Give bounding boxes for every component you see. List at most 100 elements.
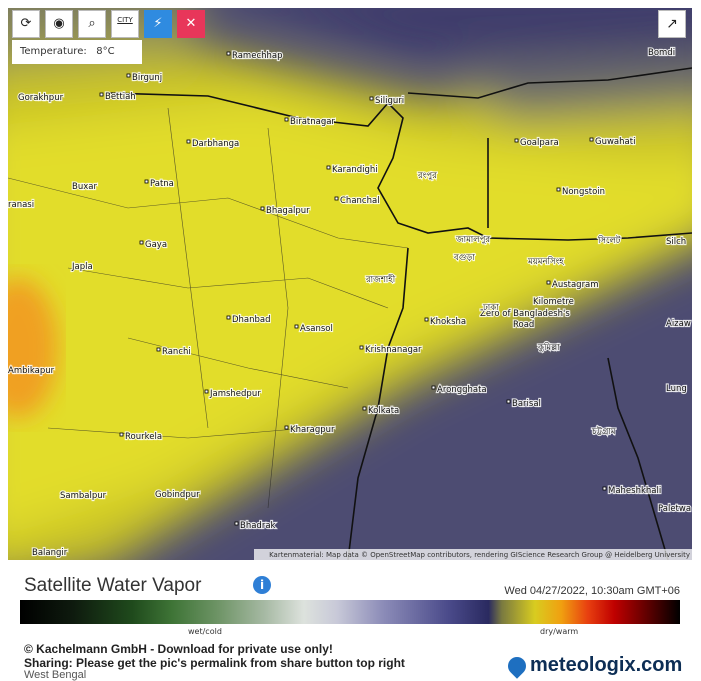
- location-button[interactable]: ◉: [45, 10, 73, 38]
- place-label: Bhagalpur: [266, 206, 310, 216]
- place-label: Maheshkhali: [608, 486, 661, 496]
- place-label: Buxar: [72, 182, 97, 192]
- place-marker: [226, 315, 231, 320]
- place-label: সিলেট: [597, 234, 622, 246]
- place-label: Dhanbad: [232, 315, 271, 325]
- place-label: Patna: [150, 179, 174, 189]
- place-label: Khoksha: [430, 317, 466, 327]
- place-label: Paletwa: [658, 504, 691, 514]
- place-marker: [284, 425, 289, 430]
- place-label: Rourkela: [125, 432, 162, 442]
- place-label: Aizaw: [666, 319, 691, 329]
- place-label: Biratnagar: [290, 117, 335, 127]
- place-marker: [186, 139, 191, 144]
- timestamp: Wed 04/27/2022, 10:30am GMT+06: [504, 585, 680, 597]
- legend-title: Satellite Water Vapor: [24, 575, 202, 596]
- place-label: Ambikapur: [8, 366, 55, 376]
- place-label: Zero of Bangladesh's: [480, 309, 570, 319]
- place-marker: [234, 521, 239, 526]
- place-label: রংপুর: [417, 171, 438, 181]
- place-label: বগুড়া: [453, 253, 475, 263]
- place-marker: [362, 406, 367, 411]
- place-label: Arongghata: [437, 385, 487, 395]
- place-label: Bhadrak: [240, 521, 276, 531]
- place-marker: [359, 345, 364, 350]
- place-marker: [294, 324, 299, 329]
- place-label: Ranchi: [162, 347, 191, 357]
- place-label: Siliguri: [375, 96, 404, 106]
- zoom-button[interactable]: ⌕: [78, 10, 106, 38]
- place-label: চট্টগ্রাম: [591, 426, 617, 437]
- place-label: ঢাকা: [482, 303, 499, 313]
- place-label: ranasi: [8, 200, 34, 210]
- place-label: Road: [513, 320, 534, 330]
- place-label: Jamshedpur: [209, 389, 261, 399]
- place-label: Gobindpur: [155, 490, 200, 500]
- storm-button[interactable]: ✕: [177, 10, 205, 38]
- color-scale: [20, 600, 680, 624]
- region: West Bengal: [24, 669, 87, 681]
- place-label: Austagram: [552, 280, 599, 290]
- place-label: Krishnanagar: [365, 345, 422, 355]
- place-label: Bettiah: [105, 92, 136, 102]
- place-label: Ramechhap: [232, 51, 283, 61]
- place-label: ময়মনসিংহ: [527, 256, 565, 267]
- brand: meteologix.com: [530, 654, 683, 676]
- borders: [107, 67, 692, 560]
- place-label: কুমিল্লা: [537, 342, 560, 353]
- info-icon[interactable]: i: [253, 576, 271, 594]
- place-marker: [431, 385, 436, 390]
- city-button[interactable]: CITY: [111, 10, 139, 38]
- place-marker: [589, 137, 594, 142]
- place-marker: [139, 240, 144, 245]
- place-marker: [602, 486, 607, 491]
- place-label: Chanchal: [340, 196, 380, 206]
- share-button[interactable]: ↗: [658, 10, 686, 38]
- place-label: Darbhanga: [192, 139, 239, 149]
- place-label: Lung: [666, 384, 687, 394]
- place-marker: [260, 206, 265, 211]
- attribution-bg: [254, 549, 692, 560]
- place-label: Karandighi: [332, 165, 378, 175]
- refresh-button[interactable]: ⟳: [12, 10, 40, 38]
- place-label: Japla: [71, 262, 93, 272]
- place-label: Barisal: [512, 399, 541, 409]
- attribution: Kartenmaterial: Map data © OpenStreetMap…: [269, 551, 690, 559]
- place-marker: [334, 196, 339, 201]
- copyright: © Kachelmann GmbH - Download for private…: [24, 642, 333, 656]
- scale-right-label: dry/warm: [540, 627, 579, 636]
- place-marker: [156, 347, 161, 352]
- scale-left-label: wet/cold: [188, 627, 222, 636]
- place-label: Kilometre: [533, 297, 574, 307]
- brand-logo: [504, 653, 530, 679]
- place-marker: [546, 280, 551, 285]
- place-marker: [126, 73, 131, 78]
- place-label: Nongstoin: [562, 187, 605, 197]
- place-label: রাজশাহী: [365, 273, 396, 285]
- place-label: Gaya: [145, 240, 167, 250]
- place-label: Gorakhpur: [18, 93, 64, 103]
- place-label: Balangir: [32, 548, 68, 558]
- place-marker: [284, 117, 289, 122]
- place-marker: [506, 399, 511, 404]
- place-label: Sambalpur: [60, 491, 107, 501]
- place-label: Bomdi: [648, 48, 675, 58]
- place-marker: [204, 389, 209, 394]
- warm-spot: [8, 278, 58, 418]
- lightning-button[interactable]: ⚡: [144, 10, 172, 38]
- place-label: Silch: [666, 237, 686, 247]
- place-label: Goalpara: [520, 138, 559, 148]
- place-marker: [326, 165, 331, 170]
- place-marker: [369, 96, 374, 101]
- sharing-note: Sharing: Please get the pic's permalink …: [24, 656, 405, 670]
- place-marker: [514, 138, 519, 143]
- satellite-map[interactable]: Kartenmaterial: Map data © OpenStreetMap…: [8, 8, 692, 560]
- place-label: Asansol: [300, 324, 333, 334]
- place-marker: [556, 187, 561, 192]
- place-label: Kharagpur: [290, 425, 335, 435]
- district-lines: [8, 107, 409, 509]
- place-label: Kolkata: [368, 406, 399, 416]
- place-marker: [424, 317, 429, 322]
- place-marker: [99, 92, 104, 97]
